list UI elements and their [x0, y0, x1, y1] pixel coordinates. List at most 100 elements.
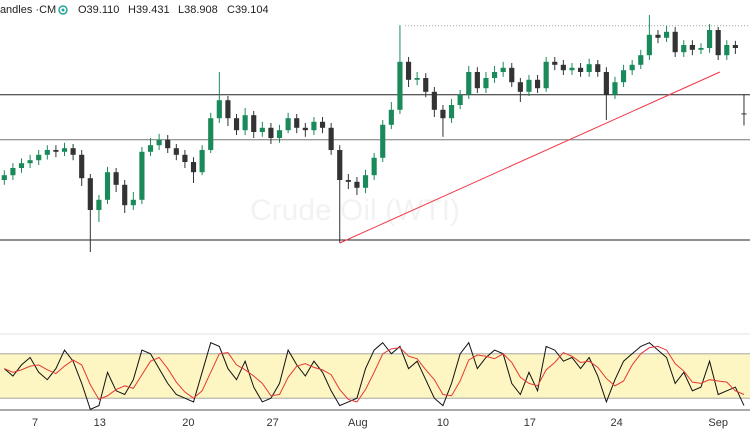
watermark: Crude Oil (WTI)	[250, 194, 460, 227]
candle-body	[36, 154, 42, 161]
candle-body	[165, 139, 171, 149]
candle-body	[122, 184, 128, 206]
candle-body	[328, 127, 334, 150]
candle-body	[397, 61, 403, 110]
candle-body	[603, 72, 609, 95]
candle-body	[706, 30, 713, 48]
candle-body	[190, 162, 197, 173]
oscillator-line	[4, 345, 745, 403]
candle-body	[431, 91, 437, 110]
candle-body	[1, 175, 7, 180]
visibility-dot	[61, 8, 65, 12]
candle-body	[741, 113, 747, 115]
candle-body	[414, 78, 420, 80]
candle-body	[18, 163, 25, 168]
candle-body	[233, 118, 240, 131]
candle-body	[199, 150, 205, 173]
candle-body	[491, 72, 498, 78]
candle-body	[147, 145, 154, 152]
ohlc-open: O39.110	[78, 4, 119, 16]
candle-body	[595, 64, 601, 72]
candle-body	[276, 130, 283, 138]
candle-body	[96, 199, 102, 210]
oscillator-line	[3, 341, 745, 410]
candle-body	[294, 118, 300, 128]
candle-body	[104, 172, 111, 200]
candle-body	[354, 181, 360, 188]
candle-body	[53, 150, 59, 152]
candle-body	[79, 154, 85, 179]
candle-body	[139, 151, 145, 200]
ohlc-close: C39.104	[227, 4, 269, 16]
candle-body	[689, 45, 695, 50]
candle-body	[302, 127, 308, 131]
candle-body	[44, 150, 50, 155]
candle-body	[457, 94, 463, 105]
candle-body	[130, 199, 136, 206]
candle-body	[655, 34, 661, 38]
candle-body	[560, 64, 566, 71]
x-tick-label: Aug	[348, 417, 368, 429]
candle-body	[663, 31, 670, 38]
symbol-label: Candles ·CM	[0, 4, 56, 16]
candle-body	[681, 45, 687, 53]
candle-body	[732, 45, 738, 48]
candle-body	[698, 48, 704, 50]
x-tick-label: 13	[94, 417, 106, 429]
band-fill	[0, 353, 750, 399]
x-tick-label: 27	[267, 417, 279, 429]
candle-body	[586, 64, 592, 72]
candle-body	[672, 31, 678, 53]
trendline	[339, 71, 721, 244]
candle-body	[517, 82, 523, 92]
candle-body	[61, 148, 68, 152]
candle-body	[724, 45, 730, 56]
candle-body	[448, 105, 455, 119]
candle-body	[70, 148, 76, 155]
candle-body	[208, 118, 214, 150]
candle-body	[534, 79, 541, 89]
ohlc-low: L38.908	[178, 4, 218, 16]
candle-body	[638, 55, 644, 65]
candle-body	[182, 154, 188, 162]
candle-body	[113, 172, 119, 185]
x-tick-label: 7	[32, 417, 38, 429]
candle-body	[251, 115, 257, 132]
candle-body	[474, 72, 480, 89]
candle-body	[156, 139, 162, 146]
candle-body	[423, 78, 429, 92]
candle-body	[620, 70, 627, 83]
candle-body	[10, 168, 16, 176]
candle-body	[319, 121, 326, 128]
candle-body	[259, 127, 265, 132]
candle-body	[388, 109, 394, 125]
candle-body	[216, 100, 222, 119]
candle-body	[500, 67, 506, 72]
candle-body	[466, 72, 472, 95]
candle-body	[543, 61, 549, 89]
x-tick-label: 24	[611, 417, 623, 429]
ohlc-high: H39.431	[128, 4, 170, 16]
candle-body	[577, 67, 584, 72]
candle-body	[483, 78, 489, 89]
candle-body	[629, 64, 635, 71]
candle-body	[371, 157, 377, 176]
candle-body	[225, 100, 231, 119]
candle-body	[173, 148, 179, 155]
candle-body	[509, 67, 515, 83]
candle-body	[646, 34, 652, 56]
candle-body	[311, 121, 317, 131]
x-tick-label: 17	[524, 417, 536, 429]
x-tick-label: 10	[437, 417, 449, 429]
candle-body	[715, 30, 721, 56]
candle-body	[380, 124, 386, 158]
candle-body	[285, 118, 291, 131]
candle-body	[526, 79, 532, 92]
candle-body	[87, 178, 93, 210]
candle-body	[27, 160, 33, 164]
candle-body	[362, 175, 369, 188]
candle-body	[552, 61, 558, 65]
x-tick-label: 20	[182, 417, 194, 429]
visibility-icon[interactable]	[58, 5, 68, 15]
